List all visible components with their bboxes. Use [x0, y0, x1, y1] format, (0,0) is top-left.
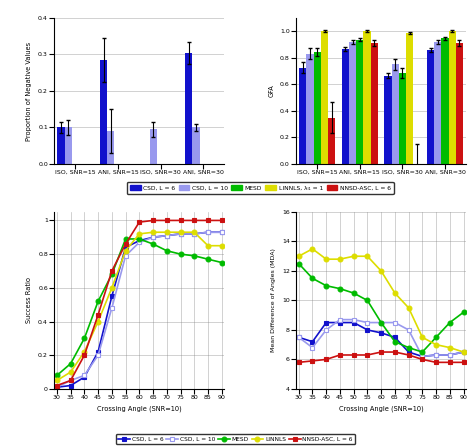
Bar: [150, 129, 157, 164]
Y-axis label: Mean Difference of Angles (MDA): Mean Difference of Angles (MDA): [271, 249, 276, 352]
Bar: [314, 52, 321, 164]
Y-axis label: Success Ratio: Success Ratio: [26, 278, 32, 324]
Bar: [448, 31, 456, 164]
Bar: [192, 127, 200, 164]
X-axis label: Crossing Angle (SNR=10): Crossing Angle (SNR=10): [97, 406, 182, 412]
Bar: [364, 31, 371, 164]
Bar: [100, 60, 107, 164]
Bar: [384, 76, 391, 164]
Legend: CSD, L = 6, CSD, L = 10, MESD, LINNLS, λₗ₁ = 1, NNSD-ASC, L = 6: CSD, L = 6, CSD, L = 10, MESD, LINNLS, λ…: [127, 182, 394, 194]
Bar: [391, 64, 399, 164]
Bar: [356, 40, 364, 164]
Y-axis label: GFA: GFA: [268, 84, 274, 97]
Bar: [441, 38, 448, 164]
X-axis label: Crossing Angle (SNR=10): Crossing Angle (SNR=10): [339, 406, 423, 412]
Bar: [456, 43, 463, 164]
Bar: [307, 54, 314, 164]
Bar: [299, 67, 307, 164]
Bar: [427, 50, 434, 164]
Bar: [328, 118, 335, 164]
Bar: [349, 42, 356, 164]
Bar: [65, 127, 72, 164]
Bar: [185, 53, 192, 164]
Bar: [434, 42, 441, 164]
Bar: [371, 43, 378, 164]
Legend: CSD, L = 6, CSD, L = 10, MESD, LINNLS, NNSD-ASC, L = 6: CSD, L = 6, CSD, L = 10, MESD, LINNLS, N…: [116, 434, 355, 444]
Bar: [406, 33, 413, 164]
Bar: [399, 73, 406, 164]
Y-axis label: Proportion of Negative Values: Proportion of Negative Values: [26, 42, 32, 140]
Bar: [107, 131, 114, 164]
Bar: [57, 127, 65, 164]
Bar: [321, 31, 328, 164]
Bar: [342, 49, 349, 164]
